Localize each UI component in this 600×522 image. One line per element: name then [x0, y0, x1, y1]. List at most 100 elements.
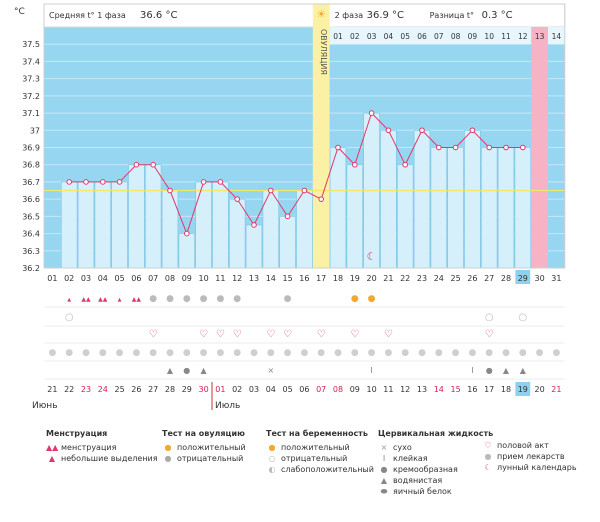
menstruation-icon: ▲ — [67, 297, 71, 303]
cycle-day-label: 01 — [47, 274, 57, 283]
calendar-date-label: 01 — [215, 385, 225, 394]
temperature-point — [318, 196, 325, 202]
calendar-date-label: 30 — [199, 385, 209, 394]
temperature-point — [150, 161, 156, 168]
y-tick-label: 36.9 — [22, 144, 40, 153]
legend-spotting-label: небольшие выделения — [61, 454, 158, 463]
plot-border — [43, 3, 566, 269]
temperature-point — [284, 213, 291, 220]
phase2-counter-pink-cell — [531, 27, 548, 44]
medication-pill-icon: ● — [132, 348, 140, 358]
temperature-bar — [128, 164, 145, 269]
calendar-date-label: 21 — [551, 385, 561, 394]
ovulation-test-negative-icon: ● — [149, 294, 157, 304]
temperature-point — [503, 144, 509, 151]
cycle-day-label: 17 — [316, 274, 326, 283]
cervical-fluid-icon: I — [370, 366, 372, 375]
ovulation-test-negative-icon: ● — [166, 294, 174, 304]
spotting-drop-icon: ▲ — [48, 454, 56, 463]
calendar-date-label: 21 — [47, 385, 57, 394]
temperature-bar — [447, 147, 464, 269]
medication-pill-icon: ● — [82, 348, 90, 358]
cycle-day-label: 13 — [249, 274, 259, 283]
temperature-point — [66, 179, 72, 185]
temperature-point — [167, 187, 173, 194]
temperature-point — [436, 144, 442, 151]
cervical-fluid-icon: ● — [486, 366, 493, 375]
cycle-day-label: 22 — [400, 274, 410, 283]
phase2-counter-label: 04 — [384, 32, 394, 41]
phase2-counter-label: 08 — [451, 32, 461, 41]
calendar-date-label: 14 — [434, 385, 444, 394]
medication-pill-icon: ● — [401, 348, 409, 358]
temperature-bar — [77, 181, 95, 269]
y-tick-label: 37.4 — [22, 57, 40, 66]
cycle-day-label: 27 — [484, 274, 494, 283]
legend-ovtest-positive-label: положительный — [177, 443, 246, 452]
temperature-bar — [145, 164, 162, 269]
legend-creamy-label: кремообразная — [393, 465, 458, 474]
intercourse-heart-icon: ♡ — [266, 329, 275, 340]
legend-pregnancy-test: Тест на беременность ● положительный ○ отр… — [266, 428, 374, 475]
calendar-date-label: 11 — [383, 385, 393, 394]
temperature-point — [335, 144, 341, 151]
medication-pill-icon: ● — [351, 348, 359, 358]
intercourse-heart-icon: ♡ — [485, 329, 494, 340]
cycle-day-label: 31 — [551, 274, 561, 283]
legend-sticky-label: клейкая — [393, 454, 428, 463]
temperature-bar — [178, 233, 195, 269]
medication-pill-icon: ● — [116, 348, 124, 358]
phase2-counter-row — [329, 27, 565, 44]
medication-pill-icon: ● — [216, 348, 224, 358]
phase2-counter-label: 06 — [417, 32, 427, 41]
heart-icon: ♡ — [484, 441, 492, 450]
temperature-point — [268, 187, 274, 194]
cycle-day-label: 14 — [266, 274, 276, 283]
temperature-point — [469, 127, 476, 134]
temperature-point — [234, 196, 240, 202]
legend-preg-positive-label: положительный — [281, 443, 350, 452]
temperature-bar — [212, 181, 229, 269]
cycle-day-label: 19 — [350, 274, 360, 283]
cervical-fluid-icon: I — [471, 366, 473, 375]
y-tick-label: 36.2 — [22, 264, 40, 273]
calendar-date-label: 03 — [249, 385, 259, 394]
calendar-date-label: 07 — [316, 385, 326, 394]
cycle-day-label: 08 — [165, 274, 175, 283]
legend-watery-label: водянистая — [393, 476, 443, 485]
ovulation-test-negative-icon: ● — [200, 294, 208, 304]
calendar-date-label: 26 — [131, 385, 141, 394]
legend-intercourse-label: половой акт — [497, 441, 549, 450]
intercourse-heart-icon: ♡ — [283, 329, 292, 340]
moon-calendar-icon: ☾ — [367, 250, 377, 263]
temperature-bar — [161, 190, 179, 269]
cycle-day-label: 06 — [131, 274, 141, 283]
cycle-day-label: 24 — [434, 274, 444, 283]
phase2-counter-label: 09 — [468, 32, 478, 41]
highlight-date-box — [515, 382, 531, 396]
cycle-day-label: 15 — [283, 274, 293, 283]
legend-ovulation-test: Тест на овуляцию ● положительный ● отрицат… — [162, 428, 246, 464]
legend-cervical-title: Цервикальная жидкость — [378, 429, 494, 438]
legend-moon-label: лунный календарь — [497, 463, 577, 472]
temperature-bar — [380, 129, 397, 269]
intercourse-heart-icon: ♡ — [317, 329, 326, 340]
calendar-date-label: 25 — [115, 385, 125, 394]
phase1-value: 36.6 °C — [140, 10, 177, 21]
medication-pill-icon: ● — [183, 348, 191, 358]
medication-pill-icon: ● — [284, 348, 292, 358]
cycle-day-label: 04 — [98, 274, 108, 283]
calendar-date-label: 15 — [451, 385, 461, 394]
pink-day-column — [531, 27, 548, 268]
cervical-fluid-icon: ▲ — [167, 366, 174, 375]
ovulation-test-negative-icon: ● — [216, 294, 224, 304]
pregnancy-negative-icon: ○ — [268, 454, 276, 463]
phase2-counter-label: 02 — [350, 32, 360, 41]
calendar-date-label: 08 — [333, 385, 343, 394]
legend-eggwhite-label: яичный белок — [393, 487, 452, 496]
medication-pill-icon: ● — [48, 348, 56, 358]
temperature-bar — [111, 181, 128, 269]
sun-positive-icon: ● — [164, 443, 172, 452]
temperature-bar — [195, 181, 212, 269]
